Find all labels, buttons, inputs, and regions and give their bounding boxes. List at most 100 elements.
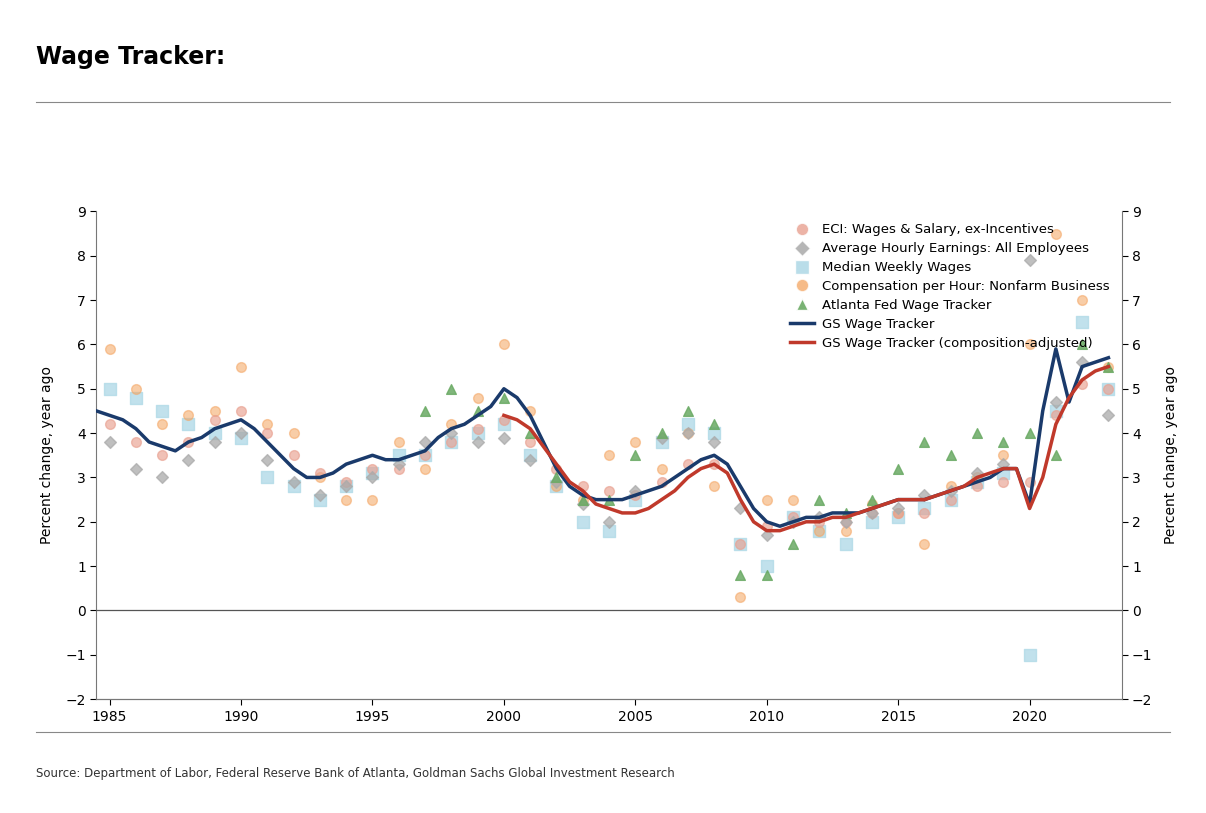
Point — [310, 493, 329, 506]
Point — [941, 485, 960, 498]
Point — [941, 480, 960, 493]
Point — [152, 404, 171, 417]
Point — [232, 427, 251, 440]
Point — [704, 458, 724, 471]
Point — [1047, 396, 1066, 409]
Point — [232, 431, 251, 444]
Point — [809, 524, 829, 537]
Point — [678, 458, 697, 471]
Point — [390, 449, 409, 462]
Point — [862, 498, 882, 511]
Point — [494, 418, 514, 431]
Point — [415, 404, 434, 417]
Point — [546, 480, 566, 493]
Point — [1099, 409, 1118, 422]
Point — [1099, 360, 1118, 373]
Point — [546, 462, 566, 475]
Point — [599, 449, 619, 462]
Point — [889, 502, 908, 515]
Point — [994, 476, 1013, 489]
Point — [546, 480, 566, 493]
Point — [809, 493, 829, 506]
Point — [626, 436, 645, 449]
Point — [599, 515, 619, 528]
Point — [127, 382, 146, 395]
Point — [310, 471, 329, 484]
Point — [152, 471, 171, 484]
Y-axis label: Percent change, year ago: Percent change, year ago — [1164, 367, 1177, 544]
Point — [862, 506, 882, 520]
Point — [441, 436, 461, 449]
Point — [283, 476, 303, 489]
Point — [915, 506, 935, 520]
Point — [258, 471, 277, 484]
Point — [967, 467, 987, 480]
Point — [731, 502, 750, 515]
Point — [757, 493, 777, 506]
Point — [652, 436, 672, 449]
Point — [599, 524, 619, 537]
Point — [1020, 648, 1040, 661]
Point — [889, 462, 908, 475]
Point — [441, 427, 461, 440]
Point — [1072, 338, 1091, 351]
Point — [573, 480, 592, 493]
Point — [1020, 476, 1040, 489]
Point — [967, 476, 987, 489]
Point — [205, 427, 224, 440]
Point — [415, 436, 434, 449]
Point — [178, 453, 198, 466]
Point — [731, 591, 750, 604]
Point — [731, 537, 750, 550]
Point — [599, 493, 619, 506]
Point — [1047, 404, 1066, 417]
Point — [100, 436, 119, 449]
Point — [390, 458, 409, 471]
Point — [363, 467, 382, 480]
Point — [546, 471, 566, 484]
Point — [994, 458, 1013, 471]
Point — [862, 506, 882, 520]
Point — [468, 422, 487, 435]
Point — [757, 559, 777, 572]
Point — [1020, 427, 1040, 440]
Point — [836, 524, 855, 537]
Point — [415, 449, 434, 462]
Point — [889, 506, 908, 520]
Point — [494, 413, 514, 426]
Point — [1099, 382, 1118, 395]
Point — [704, 418, 724, 431]
Point — [205, 404, 224, 417]
Point — [626, 493, 645, 506]
Point — [521, 436, 540, 449]
Point — [809, 524, 829, 537]
Point — [941, 493, 960, 506]
Point — [757, 528, 777, 541]
Point — [731, 537, 750, 550]
Point — [521, 453, 540, 466]
Text: Wage Tracker:: Wage Tracker: — [36, 45, 226, 69]
Point — [100, 382, 119, 395]
Point — [678, 427, 697, 440]
Point — [336, 493, 356, 506]
Point — [494, 338, 514, 351]
Point — [862, 515, 882, 528]
Point — [626, 485, 645, 498]
Point — [415, 449, 434, 462]
Point — [336, 476, 356, 489]
Point — [441, 436, 461, 449]
Point — [127, 436, 146, 449]
Legend: ECI: Wages & Salary, ex-Incentives, Average Hourly Earnings: All Employees, Medi: ECI: Wages & Salary, ex-Incentives, Aver… — [785, 218, 1116, 355]
Point — [521, 449, 540, 462]
Point — [1047, 227, 1066, 240]
Point — [678, 427, 697, 440]
Point — [836, 506, 855, 520]
Point — [757, 568, 777, 581]
Point — [205, 413, 224, 426]
Point — [731, 568, 750, 581]
Point — [1099, 382, 1118, 395]
Point — [1020, 338, 1040, 351]
Point — [678, 404, 697, 417]
Point — [390, 462, 409, 475]
Point — [626, 489, 645, 502]
